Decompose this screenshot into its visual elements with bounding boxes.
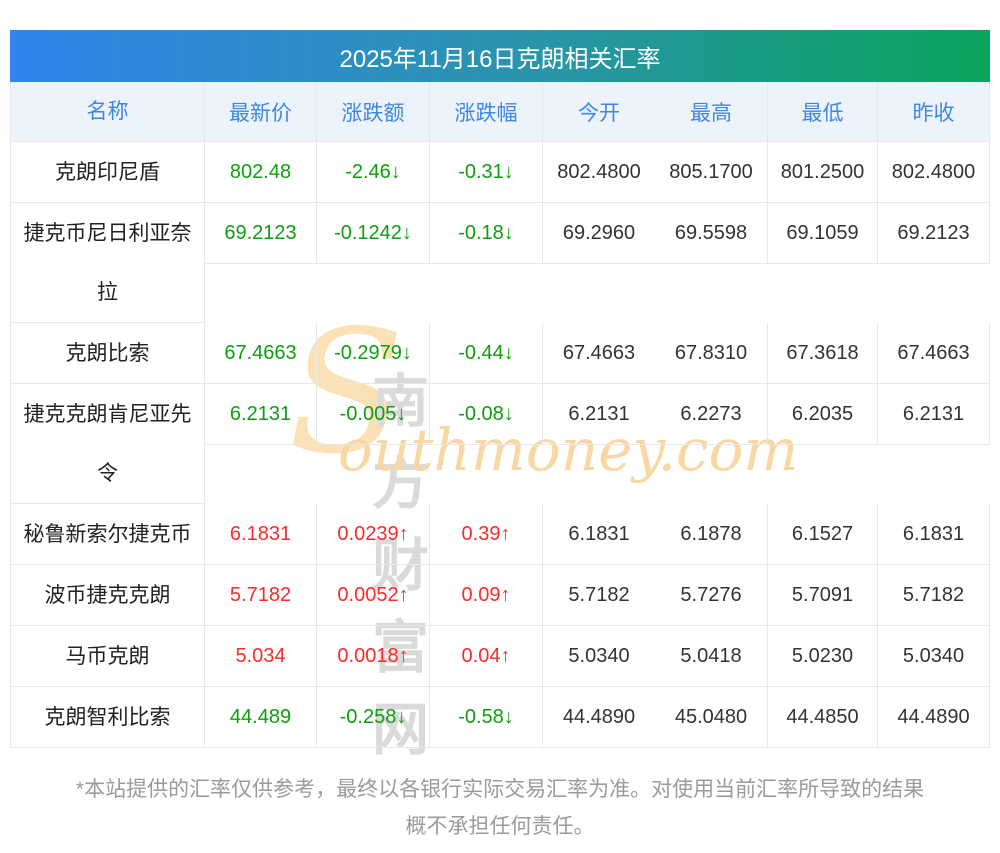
cell-open: 44.4890 — [543, 687, 655, 748]
cell-latest-price: 5.7182 — [205, 565, 317, 626]
header-change: 涨跌额 — [317, 82, 430, 142]
cell-change-percent: 0.39↑ — [430, 504, 543, 565]
cell-change-percent: -0.08↓ — [430, 384, 543, 445]
cell-prev-close: 67.4663 — [878, 323, 990, 384]
cell-latest-price: 5.034 — [205, 626, 317, 687]
disclaimer-line-1: *本站提供的汇率仅供参考，最终以各银行实际交易汇率为准。对使用当前汇率所导致的结… — [75, 778, 925, 801]
cell-change-percent: -0.58↓ — [430, 687, 543, 748]
cell-change-amount: 0.0052↑ — [317, 565, 430, 626]
header-prev-close: 昨收 — [878, 82, 990, 142]
cell-change-percent: 0.04↑ — [430, 626, 543, 687]
cell-low: 801.2500 — [768, 142, 878, 203]
table-header-row: 名称 最新价 涨跌额 涨跌幅 今开 最高 最低 昨收 — [10, 82, 990, 142]
cell-currency-pair-name: 秘鲁新索尔捷克币 — [10, 504, 205, 565]
rates-table: 2025年11月16日克朗相关汇率 名称 最新价 涨跌额 涨跌幅 今开 最高 最… — [10, 30, 990, 748]
cell-currency-pair-name: 捷克克朗肯尼亚先令 — [10, 384, 205, 504]
cell-latest-price: 44.489 — [205, 687, 317, 748]
cell-low: 44.4850 — [768, 687, 878, 748]
cell-high: 805.1700 — [655, 142, 768, 203]
table-body: 克朗印尼盾 802.48 -2.46↓ -0.31↓ 802.4800 805.… — [10, 142, 990, 748]
cell-low: 67.3618 — [768, 323, 878, 384]
cell-currency-pair-name: 克朗印尼盾 — [10, 142, 205, 203]
header-low: 最低 — [768, 82, 878, 142]
cell-latest-price: 67.4663 — [205, 323, 317, 384]
table-row: 波币捷克克朗 5.7182 0.0052↑ 0.09↑ 5.7182 5.727… — [10, 565, 990, 626]
header-high: 最高 — [655, 82, 768, 142]
disclaimer-line-2: 概不承担任何责任。 — [405, 815, 595, 838]
cell-high: 6.2273 — [655, 384, 768, 445]
cell-prev-close: 5.0340 — [878, 626, 990, 687]
cell-open: 6.1831 — [543, 504, 655, 565]
cell-latest-price: 6.2131 — [205, 384, 317, 445]
cell-change-amount: -0.005↓ — [317, 384, 430, 445]
cell-open: 6.2131 — [543, 384, 655, 445]
cell-high: 6.1878 — [655, 504, 768, 565]
cell-currency-pair-name: 捷克币尼日利亚奈拉 — [10, 203, 205, 323]
cell-open: 802.4800 — [543, 142, 655, 203]
cell-change-amount: 0.0239↑ — [317, 504, 430, 565]
cell-prev-close: 6.2131 — [878, 384, 990, 445]
cell-open: 69.2960 — [543, 203, 655, 264]
table-row: 马币克朗 5.034 0.0018↑ 0.04↑ 5.0340 5.0418 5… — [10, 626, 990, 687]
cell-currency-pair-name: 克朗比索 — [10, 323, 205, 384]
cell-high: 45.0480 — [655, 687, 768, 748]
cell-low: 69.1059 — [768, 203, 878, 264]
table-row: 捷克克朗肯尼亚先令 6.2131 -0.005↓ -0.08↓ 6.2131 6… — [10, 384, 990, 504]
cell-prev-close: 69.2123 — [878, 203, 990, 264]
cell-low: 5.0230 — [768, 626, 878, 687]
table-row: 克朗印尼盾 802.48 -2.46↓ -0.31↓ 802.4800 805.… — [10, 142, 990, 203]
cell-change-percent: -0.31↓ — [430, 142, 543, 203]
cell-change-amount: 0.0018↑ — [317, 626, 430, 687]
cell-change-amount: -0.2979↓ — [317, 323, 430, 384]
table-row: 克朗智利比索 44.489 -0.258↓ -0.58↓ 44.4890 45.… — [10, 687, 990, 748]
cell-change-percent: -0.44↓ — [430, 323, 543, 384]
cell-prev-close: 5.7182 — [878, 565, 990, 626]
cell-latest-price: 802.48 — [205, 142, 317, 203]
table-row: 克朗比索 67.4663 -0.2979↓ -0.44↓ 67.4663 67.… — [10, 323, 990, 384]
disclaimer: *本站提供的汇率仅供参考，最终以各银行实际交易汇率为准。对使用当前汇率所导致的结… — [0, 749, 1000, 845]
cell-high: 5.7276 — [655, 565, 768, 626]
cell-prev-close: 44.4890 — [878, 687, 990, 748]
cell-low: 6.2035 — [768, 384, 878, 445]
header-open: 今开 — [543, 82, 655, 142]
cell-change-amount: -0.1242↓ — [317, 203, 430, 264]
table-row: 秘鲁新索尔捷克币 6.1831 0.0239↑ 0.39↑ 6.1831 6.1… — [10, 504, 990, 565]
cell-high: 67.8310 — [655, 323, 768, 384]
cell-open: 5.0340 — [543, 626, 655, 687]
cell-currency-pair-name: 马币克朗 — [10, 626, 205, 687]
cell-open: 67.4663 — [543, 323, 655, 384]
cell-open: 5.7182 — [543, 565, 655, 626]
page-title: 2025年11月16日克朗相关汇率 — [339, 45, 661, 73]
cell-change-amount: -2.46↓ — [317, 142, 430, 203]
table-row: 捷克币尼日利亚奈拉 69.2123 -0.1242↓ -0.18↓ 69.296… — [10, 203, 990, 323]
cell-change-percent: 0.09↑ — [430, 565, 543, 626]
cell-change-amount: -0.258↓ — [317, 687, 430, 748]
cell-prev-close: 6.1831 — [878, 504, 990, 565]
cell-latest-price: 6.1831 — [205, 504, 317, 565]
cell-prev-close: 802.4800 — [878, 142, 990, 203]
cell-low: 6.1527 — [768, 504, 878, 565]
cell-currency-pair-name: 克朗智利比索 — [10, 687, 205, 748]
cell-high: 5.0418 — [655, 626, 768, 687]
cell-low: 5.7091 — [768, 565, 878, 626]
cell-currency-pair-name: 波币捷克克朗 — [10, 565, 205, 626]
header-pct: 涨跌幅 — [430, 82, 543, 142]
cell-change-percent: -0.18↓ — [430, 203, 543, 264]
header-latest: 最新价 — [205, 82, 317, 142]
header-name: 名称 — [10, 82, 205, 142]
cell-high: 69.5598 — [655, 203, 768, 264]
cell-latest-price: 69.2123 — [205, 203, 317, 264]
table-title-bar: 2025年11月16日克朗相关汇率 — [10, 30, 990, 82]
